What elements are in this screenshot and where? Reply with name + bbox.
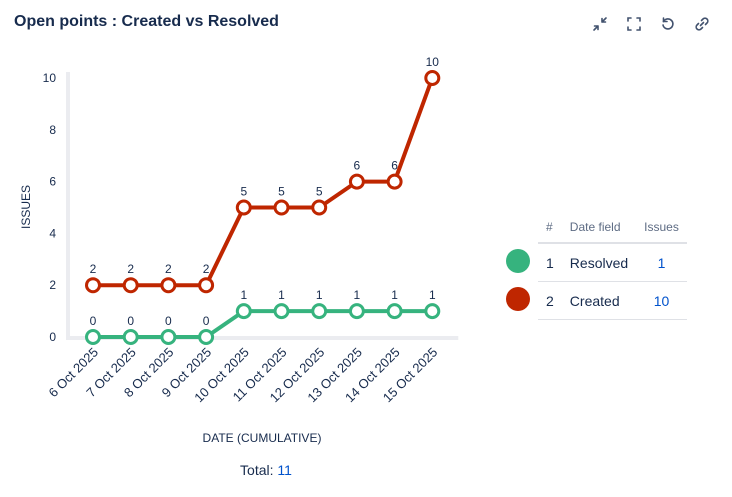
data-point — [85, 277, 101, 294]
data-point — [235, 303, 252, 320]
legend-swatch-created[interactable] — [506, 287, 530, 311]
y-tick-label: 0 — [49, 330, 56, 344]
minimize-icon — [593, 17, 607, 31]
data-label: 0 — [165, 314, 172, 328]
data-point — [122, 329, 139, 345]
data-label: 1 — [278, 288, 285, 302]
data-label: 2 — [165, 262, 172, 276]
data-point — [273, 199, 290, 216]
fullscreen-button[interactable] — [622, 12, 646, 36]
data-label: 5 — [240, 185, 247, 199]
data-label: 1 — [240, 288, 247, 302]
legend-field: Created — [561, 281, 637, 320]
y-tick-label: 4 — [49, 226, 56, 240]
data-label: 6 — [391, 159, 398, 173]
data-label: 1 — [354, 288, 361, 302]
data-point — [311, 303, 328, 320]
y-tick-label: 10 — [43, 71, 57, 85]
data-point — [235, 199, 252, 216]
chart-toolbar — [588, 12, 714, 36]
data-label: 5 — [316, 185, 323, 199]
legend-issues-link[interactable]: 10 — [636, 281, 687, 320]
y-tick-label: 8 — [49, 123, 56, 137]
data-label: 5 — [278, 185, 285, 199]
series-line-resolved — [93, 309, 433, 339]
series-line-created — [93, 77, 435, 288]
legend-num: 2 — [538, 281, 562, 320]
data-label: 0 — [203, 314, 210, 328]
chart-title: Open points : Created vs Resolved — [14, 13, 279, 30]
refresh-button[interactable] — [656, 12, 680, 36]
legend-swatch-resolved[interactable] — [506, 248, 530, 273]
legend-header-date-field: Date field — [561, 212, 637, 244]
total-summary: Total: 11 — [0, 462, 532, 478]
data-point — [386, 173, 403, 190]
data-point — [160, 277, 177, 294]
data-point — [122, 277, 139, 294]
data-point — [85, 329, 101, 345]
y-tick-label: 6 — [49, 175, 56, 189]
y-axis-label: ISSUES — [19, 185, 33, 229]
data-label: 1 — [316, 288, 323, 302]
data-label: 0 — [90, 314, 97, 328]
data-label: 10 — [426, 55, 440, 69]
copy-link-button[interactable] — [690, 12, 714, 36]
data-label: 1 — [391, 288, 398, 302]
data-point — [424, 70, 441, 86]
data-label: 2 — [90, 262, 97, 276]
data-point — [273, 303, 290, 320]
data-point — [311, 199, 328, 216]
data-point — [160, 329, 177, 345]
link-icon — [695, 17, 709, 31]
x-axis-label: DATE (CUMULATIVE) — [203, 431, 322, 445]
data-label: 2 — [127, 262, 134, 276]
data-point — [424, 303, 441, 320]
fullscreen-icon — [627, 17, 641, 31]
legend-header-num: # — [538, 212, 562, 244]
legend-table: # Date field Issues 1 Resolved 1 2 Creat… — [498, 212, 687, 320]
refresh-icon — [662, 17, 674, 30]
total-label: Total: — [240, 462, 274, 478]
legend-row: 1 Resolved 1 — [498, 243, 687, 282]
legend-header-issues: Issues — [636, 212, 687, 244]
data-point — [348, 303, 365, 320]
y-tick-label: 2 — [49, 278, 56, 292]
data-point — [386, 303, 403, 320]
data-label: 0 — [127, 314, 134, 328]
data-point — [198, 277, 215, 294]
legend-num: 1 — [538, 243, 562, 282]
total-value-link[interactable]: 11 — [277, 462, 292, 478]
data-point — [198, 329, 215, 345]
data-label: 6 — [354, 159, 361, 173]
legend-issues-link[interactable]: 1 — [636, 243, 687, 282]
minimize-button[interactable] — [588, 12, 612, 36]
data-label: 1 — [429, 288, 436, 302]
data-point — [348, 173, 365, 190]
data-label: 2 — [203, 262, 210, 276]
legend-field: Resolved — [561, 243, 637, 282]
legend-row: 2 Created 10 — [498, 281, 687, 320]
